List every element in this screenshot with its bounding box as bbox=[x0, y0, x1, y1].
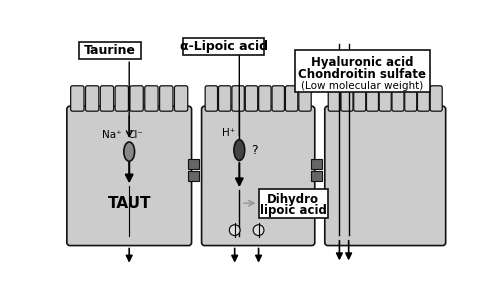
FancyBboxPatch shape bbox=[183, 38, 264, 54]
Text: lipoic acid: lipoic acid bbox=[260, 204, 326, 217]
Bar bbox=[311, 171, 322, 181]
FancyBboxPatch shape bbox=[205, 86, 218, 111]
FancyBboxPatch shape bbox=[100, 86, 114, 111]
FancyBboxPatch shape bbox=[392, 86, 404, 111]
Text: Hyaluronic acid: Hyaluronic acid bbox=[311, 56, 414, 69]
Text: Cl⁻: Cl⁻ bbox=[128, 130, 144, 140]
Ellipse shape bbox=[124, 142, 134, 161]
FancyBboxPatch shape bbox=[218, 86, 231, 111]
Bar bbox=[188, 171, 198, 181]
FancyBboxPatch shape bbox=[354, 86, 366, 111]
FancyBboxPatch shape bbox=[79, 42, 141, 59]
FancyBboxPatch shape bbox=[272, 86, 284, 111]
Text: Chondroitin sulfate: Chondroitin sulfate bbox=[298, 68, 426, 81]
FancyBboxPatch shape bbox=[258, 189, 328, 218]
FancyBboxPatch shape bbox=[328, 86, 340, 111]
FancyBboxPatch shape bbox=[246, 86, 258, 111]
FancyBboxPatch shape bbox=[174, 86, 188, 111]
Circle shape bbox=[253, 225, 264, 236]
FancyBboxPatch shape bbox=[379, 86, 391, 111]
FancyBboxPatch shape bbox=[418, 86, 430, 111]
FancyBboxPatch shape bbox=[232, 86, 244, 111]
FancyBboxPatch shape bbox=[341, 86, 353, 111]
Text: Na⁺: Na⁺ bbox=[102, 130, 122, 140]
FancyBboxPatch shape bbox=[295, 50, 430, 92]
Ellipse shape bbox=[234, 140, 244, 160]
Text: (Low molecular weight): (Low molecular weight) bbox=[301, 81, 423, 91]
Text: Taurine: Taurine bbox=[84, 44, 136, 57]
FancyBboxPatch shape bbox=[86, 86, 99, 111]
FancyBboxPatch shape bbox=[202, 106, 315, 246]
Text: ?: ? bbox=[252, 144, 258, 157]
FancyBboxPatch shape bbox=[67, 106, 192, 246]
FancyBboxPatch shape bbox=[430, 86, 442, 111]
Text: α-Lipoic acid: α-Lipoic acid bbox=[180, 40, 268, 53]
Bar bbox=[311, 159, 322, 169]
FancyBboxPatch shape bbox=[299, 86, 311, 111]
FancyBboxPatch shape bbox=[130, 86, 143, 111]
FancyBboxPatch shape bbox=[258, 86, 271, 111]
Circle shape bbox=[230, 225, 240, 236]
FancyBboxPatch shape bbox=[404, 86, 416, 111]
FancyBboxPatch shape bbox=[286, 86, 298, 111]
Text: Dihydro: Dihydro bbox=[267, 193, 319, 206]
Text: TAUT: TAUT bbox=[108, 197, 151, 212]
FancyBboxPatch shape bbox=[366, 86, 378, 111]
FancyBboxPatch shape bbox=[145, 86, 158, 111]
FancyBboxPatch shape bbox=[160, 86, 173, 111]
Text: H⁺: H⁺ bbox=[222, 128, 235, 138]
FancyBboxPatch shape bbox=[325, 106, 446, 246]
Bar bbox=[188, 159, 198, 169]
FancyBboxPatch shape bbox=[115, 86, 128, 111]
FancyBboxPatch shape bbox=[70, 86, 84, 111]
